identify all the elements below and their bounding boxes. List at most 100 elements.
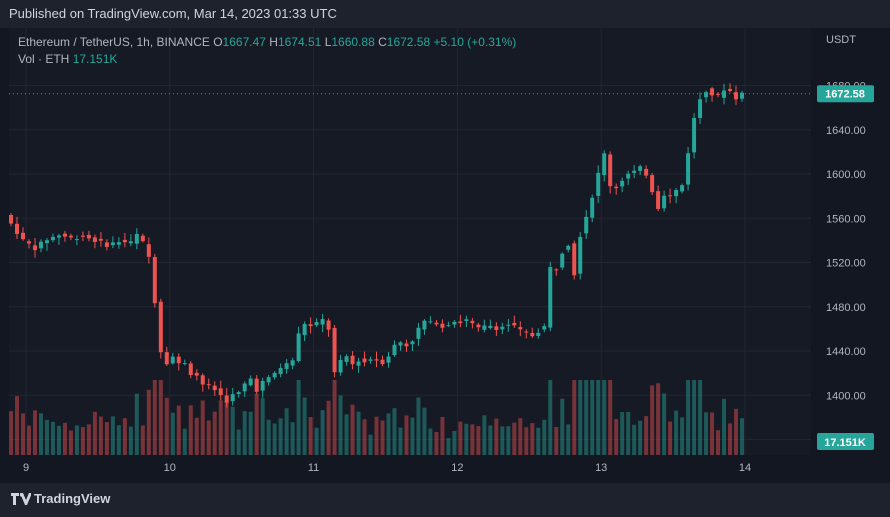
symbol-label[interactable]: Ethereum / TetherUS, 1h, BINANCE: [18, 35, 210, 49]
volume-bar: [15, 396, 20, 455]
volume-bar: [254, 393, 259, 455]
candle-body: [458, 321, 463, 324]
volume-bar: [422, 407, 427, 455]
volume-bar: [21, 413, 26, 455]
candle-body: [218, 388, 223, 396]
volume-bar: [260, 398, 265, 455]
candle-body: [536, 332, 541, 336]
last-price-tag: 1672.58: [817, 85, 874, 103]
volume-bar: [518, 418, 523, 455]
y-tick-label: 1640.00: [826, 125, 866, 137]
y-tick-label: 1600.00: [826, 169, 866, 181]
volume-legend[interactable]: Vol · ETH 17.151K: [18, 52, 117, 66]
candle-body: [158, 301, 163, 353]
candle-body: [614, 186, 619, 189]
volume-bar: [416, 397, 421, 455]
candle-body: [50, 236, 55, 241]
candle-body: [134, 233, 139, 244]
candle-body: [398, 342, 403, 346]
close-label: C: [378, 35, 387, 49]
volume-bar: [128, 426, 133, 455]
candle-body: [686, 153, 691, 185]
volume-bar: [368, 434, 373, 455]
volume-bar: [650, 385, 655, 455]
volume-bar: [554, 427, 559, 455]
volume-bar: [686, 380, 691, 455]
candle-body: [248, 378, 253, 386]
volume-bar: [668, 421, 673, 455]
volume-bar: [740, 418, 745, 455]
candle-body: [626, 173, 631, 179]
volume-bar: [404, 415, 409, 455]
volume-bar: [578, 380, 583, 455]
volume-bar: [362, 419, 367, 455]
volume-bar: [392, 408, 397, 455]
candle-body: [224, 395, 229, 403]
published-banner: Published on TradingView.com, Mar 14, 20…: [0, 0, 890, 28]
volume-bar: [542, 419, 547, 455]
candle-body: [206, 384, 211, 386]
candle-body: [140, 235, 145, 242]
candle-body: [590, 197, 595, 218]
volume-bar: [338, 395, 343, 455]
volume-bar: [482, 415, 487, 455]
candle-body: [272, 372, 277, 378]
candle-body: [32, 245, 37, 251]
candle-body: [98, 238, 103, 241]
candle-body: [164, 352, 169, 365]
candle-body: [674, 190, 679, 197]
volume-bar: [230, 406, 235, 455]
candle-body: [710, 88, 715, 96]
y-tick-label: 1400.00: [826, 390, 866, 402]
x-tick-label: 14: [739, 462, 751, 474]
volume-bar: [74, 425, 79, 455]
candle-body: [494, 326, 499, 330]
volume-bar: [398, 427, 403, 455]
volume-bar: [470, 424, 475, 455]
volume-bar: [350, 404, 355, 455]
candle-body: [542, 326, 547, 330]
candle-body: [21, 232, 26, 240]
candle-body: [704, 92, 709, 98]
candle-body: [230, 394, 235, 402]
volume-bar: [548, 380, 553, 455]
tradingview-brand[interactable]: TradingView: [11, 491, 110, 506]
candle-body: [44, 240, 49, 244]
candle-body: [602, 153, 607, 176]
candle-body: [170, 356, 175, 364]
last-price-tag-text: 1672.58: [825, 89, 865, 101]
volume-bar: [194, 417, 199, 455]
ohlc-legend[interactable]: Ethereum / TetherUS, 1h, BINANCE O1667.4…: [18, 35, 516, 49]
x-tick-label: 12: [451, 462, 463, 474]
candle-body: [62, 233, 67, 237]
volume-tag: 17.151K: [817, 433, 874, 450]
candle-body: [446, 325, 451, 327]
volume-bar: [104, 422, 109, 455]
x-axis: 9 10 11 12 13 14: [23, 462, 751, 474]
candle-body: [650, 175, 655, 193]
candle-body: [506, 324, 511, 326]
volume-bar: [476, 426, 481, 455]
volume-bar: [596, 380, 601, 455]
candle-body: [236, 392, 241, 394]
candle-body: [332, 327, 337, 373]
candle-body: [434, 322, 439, 325]
candle-body: [86, 234, 91, 239]
tradingview-logo-icon: [11, 493, 31, 506]
candle-body: [326, 320, 331, 330]
candle-body: [740, 92, 745, 99]
volume-bar: [38, 413, 43, 455]
candle-body: [356, 361, 361, 366]
volume-bar: [116, 425, 121, 455]
candle-body: [518, 327, 523, 330]
grid-lines: [9, 28, 811, 455]
volume-bar: [188, 405, 193, 455]
close-value: 1672.58: [386, 35, 431, 49]
candle-body: [278, 368, 283, 374]
candle-body: [74, 239, 79, 241]
price-unit-label[interactable]: USDT: [826, 34, 856, 46]
candle-body: [416, 327, 421, 339]
candle-body: [368, 359, 373, 361]
candle-body: [380, 359, 385, 365]
